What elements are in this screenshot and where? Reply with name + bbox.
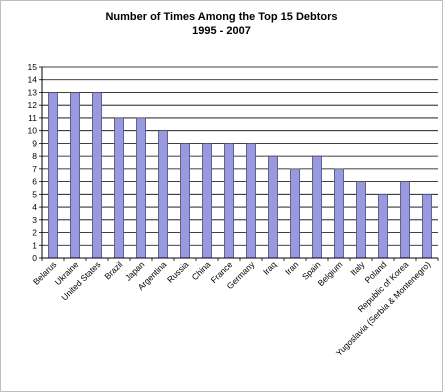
bar-republic-of-korea: [400, 181, 410, 259]
y-tick-label: 7: [32, 164, 37, 174]
y-tick-label: 13: [28, 87, 38, 97]
grid-lines: [42, 66, 438, 246]
bar-japan: [136, 117, 146, 259]
bar-china: [202, 143, 212, 259]
y-tick-label: 12: [28, 100, 38, 110]
y-tick-label: 6: [32, 177, 37, 187]
bar-iran: [290, 168, 300, 259]
y-tick-label: 9: [32, 138, 37, 148]
axes: [39, 66, 439, 261]
bar-france: [224, 143, 234, 259]
bar-ukraine: [70, 92, 80, 259]
chart-title: Number of Times Among the Top 15 Debtors: [105, 11, 338, 23]
bar-united-states: [92, 92, 102, 259]
x-category-label: Italy: [348, 259, 367, 278]
bar-italy: [356, 181, 366, 259]
bar-poland: [378, 194, 388, 259]
y-tick-label: 5: [32, 189, 37, 199]
chart-title-block: Number of Times Among the Top 15 Debtors…: [0, 10, 443, 38]
y-tick-label: 11: [28, 113, 37, 123]
y-tick-label: 4: [32, 202, 37, 212]
bar-belarus: [48, 92, 58, 259]
bar-yugoslavia-serbia-montenegro-: [422, 194, 432, 259]
x-category-label: Yugoslavia (Serbia & Montenegro): [334, 259, 433, 358]
y-tick-label: 3: [32, 215, 37, 225]
y-tick-label: 10: [28, 126, 38, 136]
bar-germany: [246, 143, 256, 259]
bars: [48, 92, 432, 259]
bar-russia: [180, 143, 190, 259]
x-category-label: Belgium: [316, 259, 345, 288]
chart-subtitle: 1995 - 2007: [192, 25, 251, 37]
bar-argentina: [158, 130, 168, 259]
bar-brazil: [114, 117, 124, 259]
y-tick-label: 15: [28, 62, 38, 72]
bar-spain: [312, 155, 322, 259]
y-tick-label: 14: [28, 75, 38, 85]
y-tick-label: 2: [32, 228, 37, 238]
y-tick-label: 8: [32, 151, 37, 161]
x-category-label: Iraq: [261, 259, 279, 277]
x-category-label: Iran: [283, 259, 301, 277]
x-category-label: Russia: [165, 259, 191, 285]
y-tick-label: 0: [32, 253, 37, 263]
bar-belgium: [334, 168, 344, 259]
bar-iraq: [268, 155, 278, 259]
x-category-label: Brazil: [102, 259, 124, 281]
y-tick-label: 1: [32, 240, 37, 250]
